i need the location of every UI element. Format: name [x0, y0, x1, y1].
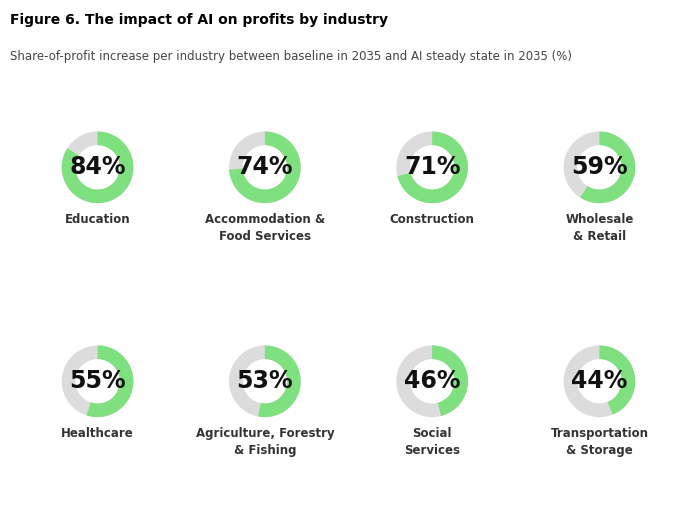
- Text: Figure 6. The impact of AI on profits by industry: Figure 6. The impact of AI on profits by…: [10, 13, 388, 27]
- Text: Agriculture, Forestry
& Fishing: Agriculture, Forestry & Fishing: [196, 427, 334, 457]
- Text: 71%: 71%: [404, 155, 461, 180]
- Polygon shape: [577, 359, 622, 403]
- Polygon shape: [86, 345, 133, 417]
- Polygon shape: [62, 132, 133, 203]
- Text: Accommodation &
Food Services: Accommodation & Food Services: [205, 213, 325, 243]
- Text: Healthcare: Healthcare: [61, 427, 134, 440]
- Polygon shape: [258, 345, 300, 417]
- Polygon shape: [599, 345, 635, 415]
- Text: Construction: Construction: [390, 213, 475, 226]
- Text: Education: Education: [65, 213, 130, 226]
- Polygon shape: [410, 145, 454, 190]
- Text: 84%: 84%: [69, 155, 126, 180]
- Polygon shape: [432, 345, 468, 416]
- Polygon shape: [62, 132, 133, 203]
- Text: 44%: 44%: [572, 369, 627, 393]
- Text: Social
Services: Social Services: [404, 427, 460, 457]
- Polygon shape: [62, 345, 133, 417]
- Text: 59%: 59%: [571, 155, 628, 180]
- Polygon shape: [75, 145, 120, 190]
- Text: Transportation
& Storage: Transportation & Storage: [551, 427, 648, 457]
- Text: 46%: 46%: [404, 369, 461, 393]
- Polygon shape: [580, 132, 635, 203]
- Polygon shape: [577, 145, 622, 190]
- Polygon shape: [229, 132, 300, 203]
- Polygon shape: [243, 145, 287, 190]
- Polygon shape: [564, 345, 635, 417]
- Text: Wholesale
& Retail: Wholesale & Retail: [565, 213, 634, 243]
- Polygon shape: [75, 359, 120, 403]
- Polygon shape: [397, 132, 468, 203]
- Polygon shape: [229, 345, 300, 417]
- Polygon shape: [564, 132, 635, 203]
- Polygon shape: [410, 359, 454, 403]
- Text: 53%: 53%: [236, 369, 293, 393]
- Text: 74%: 74%: [236, 155, 293, 180]
- Text: 55%: 55%: [69, 369, 126, 393]
- Polygon shape: [229, 132, 300, 203]
- Polygon shape: [397, 132, 468, 203]
- Polygon shape: [397, 345, 468, 417]
- Polygon shape: [243, 359, 287, 403]
- Text: Share-of-profit increase per industry between baseline in 2035 and AI steady sta: Share-of-profit increase per industry be…: [10, 50, 572, 63]
